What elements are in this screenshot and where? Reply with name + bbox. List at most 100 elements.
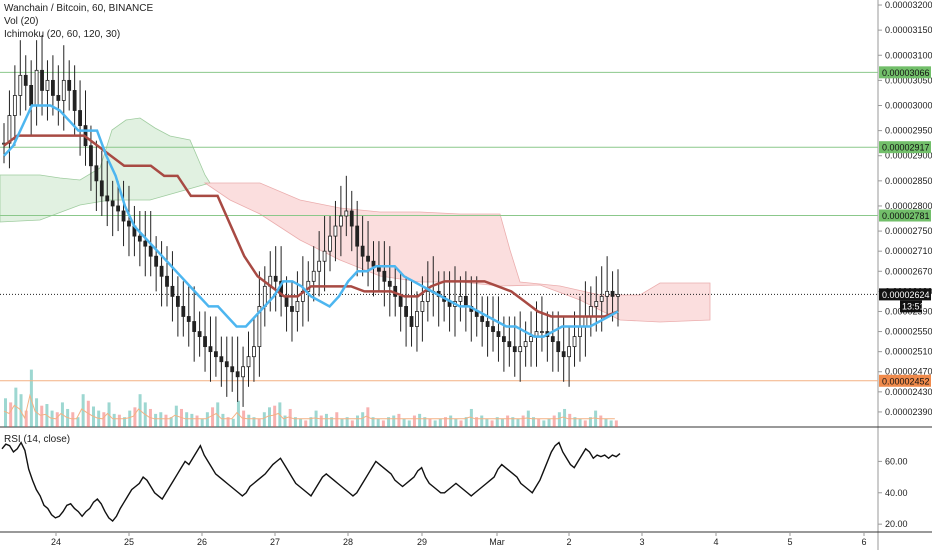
candle-body bbox=[257, 306, 262, 348]
price-label-box bbox=[879, 374, 931, 387]
candle-body bbox=[89, 145, 93, 167]
volume-bar bbox=[588, 417, 592, 427]
rsi-tick-label: 40.00 bbox=[885, 488, 908, 498]
volume-bar bbox=[242, 410, 246, 427]
candle-body bbox=[219, 356, 224, 363]
volume-bar bbox=[526, 410, 530, 427]
volume-bar bbox=[568, 413, 572, 427]
candle-body bbox=[181, 306, 186, 317]
volume-bar bbox=[102, 412, 106, 427]
candle-body bbox=[165, 275, 169, 287]
candle-body bbox=[349, 210, 354, 227]
candle-body bbox=[186, 316, 191, 322]
volume-bar bbox=[387, 417, 391, 427]
candle-body bbox=[127, 220, 131, 227]
volume-bar bbox=[309, 417, 313, 427]
candle-body bbox=[273, 275, 278, 282]
candle-body bbox=[398, 295, 403, 307]
volume-bar bbox=[293, 417, 297, 427]
volume-bar bbox=[195, 415, 199, 427]
y-tick-label: 0.00003000 bbox=[885, 100, 932, 110]
y-tick-label: 0.00003050 bbox=[885, 75, 932, 85]
candle-body bbox=[338, 215, 343, 227]
candle-body bbox=[529, 336, 533, 343]
x-tick-label: 4 bbox=[713, 537, 718, 547]
ichimoku-legend: Ichimoku (20, 60, 120, 30) bbox=[4, 29, 121, 40]
candle-body bbox=[143, 240, 148, 247]
y-tick-label: 0.00002800 bbox=[885, 201, 932, 211]
tenkan-line bbox=[3, 104, 619, 338]
candle-body bbox=[588, 306, 593, 317]
x-tick-label: 27 bbox=[270, 537, 280, 547]
volume-bar bbox=[4, 398, 7, 427]
candle-body bbox=[67, 79, 72, 91]
volume-bar bbox=[299, 418, 303, 427]
volume-bar bbox=[252, 417, 256, 427]
volume-bar bbox=[262, 412, 266, 427]
candle-body bbox=[360, 245, 365, 257]
volume-bar bbox=[412, 415, 416, 427]
candle-body bbox=[295, 301, 300, 312]
price-label-box bbox=[879, 66, 931, 79]
volume-bar bbox=[169, 417, 173, 427]
x-tick-label: 6 bbox=[861, 537, 866, 547]
price-label-box bbox=[879, 288, 931, 301]
candle-body bbox=[561, 351, 566, 358]
candle-body bbox=[605, 290, 610, 297]
cloud-bullish bbox=[0, 117, 211, 223]
volume-bar bbox=[583, 420, 587, 427]
candle-body bbox=[214, 351, 218, 358]
candle-body bbox=[322, 250, 327, 262]
volume-bar bbox=[205, 412, 209, 427]
y-tick-label: 0.00003100 bbox=[885, 50, 932, 60]
volume-bar bbox=[185, 412, 189, 427]
volume-bar bbox=[464, 417, 468, 427]
x-tick-label: 2 bbox=[566, 537, 571, 547]
volume-bar bbox=[24, 410, 28, 427]
volume-bar bbox=[221, 413, 225, 427]
price-label-text: 0.00002917 bbox=[882, 143, 930, 153]
volume-bar bbox=[552, 415, 556, 427]
candle-body bbox=[387, 280, 392, 287]
volume-bar bbox=[123, 417, 127, 427]
candle-body bbox=[344, 210, 349, 217]
volume-bar bbox=[283, 415, 287, 427]
candle-body bbox=[137, 235, 142, 242]
volume-bar bbox=[573, 417, 577, 427]
volume-bar bbox=[495, 417, 499, 427]
volume-bar bbox=[76, 417, 80, 427]
volume-bar bbox=[407, 420, 411, 427]
volume-bar bbox=[578, 418, 582, 427]
volume-bar bbox=[350, 420, 354, 427]
y-tick-label: 0.00002850 bbox=[885, 176, 932, 186]
x-tick-label: Mar bbox=[489, 537, 505, 547]
candle-body bbox=[235, 371, 240, 378]
candle-body bbox=[480, 316, 485, 322]
candle-body bbox=[159, 265, 164, 277]
volume-bar bbox=[402, 418, 406, 427]
volume-bar bbox=[444, 417, 447, 427]
x-tick-label: 29 bbox=[417, 537, 427, 547]
volume-bar bbox=[133, 407, 137, 427]
volume-bar bbox=[273, 405, 277, 427]
candle-body bbox=[230, 366, 235, 373]
candle-body bbox=[556, 341, 561, 353]
volume-bar bbox=[511, 417, 515, 427]
countdown-box bbox=[900, 300, 922, 313]
volume-bar bbox=[547, 418, 551, 427]
candle-body bbox=[578, 326, 582, 337]
volume-bar bbox=[340, 418, 344, 427]
volume-bar bbox=[174, 405, 178, 427]
volume-bar bbox=[537, 418, 541, 427]
candle-body bbox=[550, 336, 555, 343]
candle-body bbox=[110, 200, 115, 207]
candle-body bbox=[572, 336, 577, 348]
candle-body bbox=[496, 331, 501, 337]
volume-bar bbox=[490, 420, 494, 427]
y-tick-label: 0.00002510 bbox=[885, 347, 932, 357]
volume-bar bbox=[128, 410, 132, 427]
volume-bar bbox=[40, 405, 44, 427]
candle-body bbox=[94, 165, 99, 182]
volume-bar bbox=[154, 413, 158, 427]
